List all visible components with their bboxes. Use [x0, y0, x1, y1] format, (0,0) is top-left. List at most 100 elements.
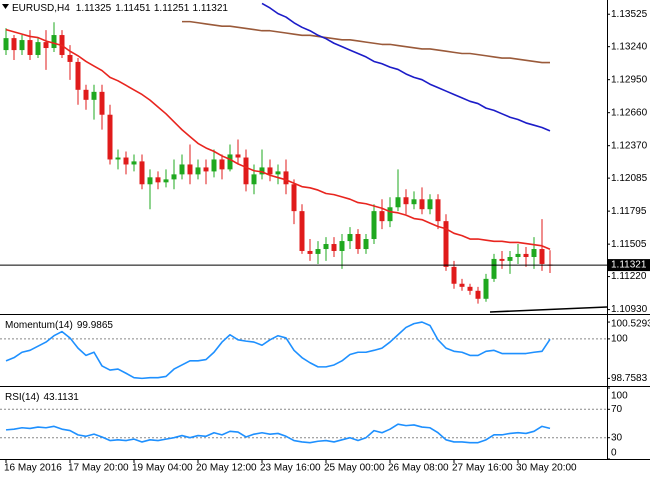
y-tick-label: 98.7583 — [611, 373, 648, 384]
y-tick-label: 1.13240 — [611, 41, 648, 52]
candle-body — [267, 167, 273, 175]
price-label: 1.11321 — [611, 260, 647, 271]
candle-body — [347, 234, 353, 242]
x-tick-label: 20 May 12:00 — [196, 463, 257, 474]
candle-body — [427, 199, 433, 210]
candle-body — [67, 54, 73, 62]
x-tick-label: 27 May 16:00 — [452, 463, 513, 474]
y-tick-label: 1.11505 — [611, 239, 647, 250]
price-box — [608, 259, 650, 272]
y-tick-label: 100 — [611, 391, 628, 402]
y-tick-label: 1.12085 — [611, 173, 648, 184]
candle-body — [515, 253, 521, 258]
candle-body — [147, 177, 153, 185]
candle-body — [419, 199, 425, 210]
candle-body — [315, 249, 321, 254]
candle-body — [523, 253, 529, 258]
y-tick-label: 1.13525 — [611, 9, 648, 20]
indicator-line — [5, 321, 551, 380]
candle-body — [283, 171, 289, 185]
moving-average — [182, 20, 550, 64]
x-tick-label: 17 May 20:00 — [68, 463, 129, 474]
y-tick-label: 100.5293 — [611, 319, 650, 330]
y-tick-label: 0 — [611, 448, 617, 459]
menu-icon[interactable] — [2, 4, 9, 9]
candle-body — [155, 177, 161, 183]
candle-body — [259, 167, 265, 175]
candle-body — [483, 278, 489, 299]
indicator-header: RSI(14) 43.1131 — [5, 392, 79, 403]
high-value: 1.11451 — [115, 3, 151, 14]
y-tick-label: 70 — [611, 404, 623, 415]
candle-body — [11, 38, 17, 51]
close-value: 1.11321 — [193, 3, 229, 14]
candle-body — [339, 241, 345, 251]
indicator-value: 43.1131 — [43, 392, 79, 403]
candle-body — [107, 114, 113, 160]
candle-body — [163, 179, 169, 183]
y-tick-label: 1.11795 — [611, 206, 647, 217]
candle-body — [195, 167, 201, 175]
candle-body — [123, 157, 129, 165]
x-tick-label: 19 May 04:00 — [132, 463, 193, 474]
x-tick-label: 26 May 08:00 — [388, 463, 449, 474]
candle-body — [227, 154, 233, 170]
candle-body — [115, 157, 121, 160]
candle-body — [83, 89, 89, 100]
chart-header: EURUSD,H4 1.11325 1.11451 1.11251 1.11321 — [12, 3, 228, 14]
candle-body — [395, 197, 401, 208]
indicator-header: Momentum(14) 99.9865 — [5, 320, 113, 331]
candle-body — [507, 257, 513, 261]
y-tick-label: 1.12950 — [611, 74, 648, 85]
candle-body — [211, 159, 217, 172]
candle-body — [467, 286, 473, 291]
candle-body — [3, 38, 9, 51]
indicator-panel: 100 100.5293 98.7583 — [0, 319, 650, 384]
low-value: 1.11251 — [154, 3, 190, 14]
candle-body — [75, 61, 81, 90]
candle-body — [491, 258, 497, 279]
candle-body — [235, 154, 241, 158]
candle-body — [91, 91, 97, 100]
price-panel — [3, 2, 553, 304]
candle-body — [307, 250, 313, 254]
indicator-line — [5, 423, 551, 444]
candle-body — [363, 239, 369, 250]
candle-body — [251, 174, 257, 185]
chart-title: EURUSD,H4 — [12, 3, 70, 14]
candle-body — [531, 249, 537, 258]
y-tick-label: 1.12660 — [611, 107, 648, 118]
y-tick-label: 100 — [611, 334, 628, 345]
indicator-panel: 70 30 100 0 — [0, 387, 628, 460]
candle-body — [443, 221, 449, 267]
candle-body — [411, 199, 417, 205]
candle-body — [51, 35, 57, 49]
candle-body — [275, 171, 281, 175]
x-tick-label: 30 May 20:00 — [516, 463, 577, 474]
candle-body — [187, 164, 193, 175]
candle-body — [299, 211, 305, 251]
open-value: 1.11325 — [76, 3, 112, 14]
candle-body — [291, 184, 297, 212]
y-tick-label: 30 — [611, 432, 623, 443]
candle-body — [19, 40, 25, 51]
candle-body — [179, 164, 185, 175]
candle-body — [43, 42, 49, 49]
candle-body — [27, 40, 33, 55]
candle-body — [475, 290, 481, 299]
moving-average — [261, 2, 551, 132]
candle-body — [243, 157, 249, 185]
indicator-value: 99.9865 — [77, 320, 114, 331]
candle-body — [387, 207, 393, 222]
candle-body — [371, 211, 377, 240]
indicator-name: RSI(14) — [5, 392, 39, 403]
candle-body — [379, 211, 385, 222]
x-tick-label: 25 May 00:00 — [324, 463, 385, 474]
candle-body — [331, 244, 337, 251]
candle-body — [323, 244, 329, 250]
candle-body — [203, 167, 209, 172]
candle-body — [403, 197, 409, 205]
trend-line — [489, 306, 608, 313]
